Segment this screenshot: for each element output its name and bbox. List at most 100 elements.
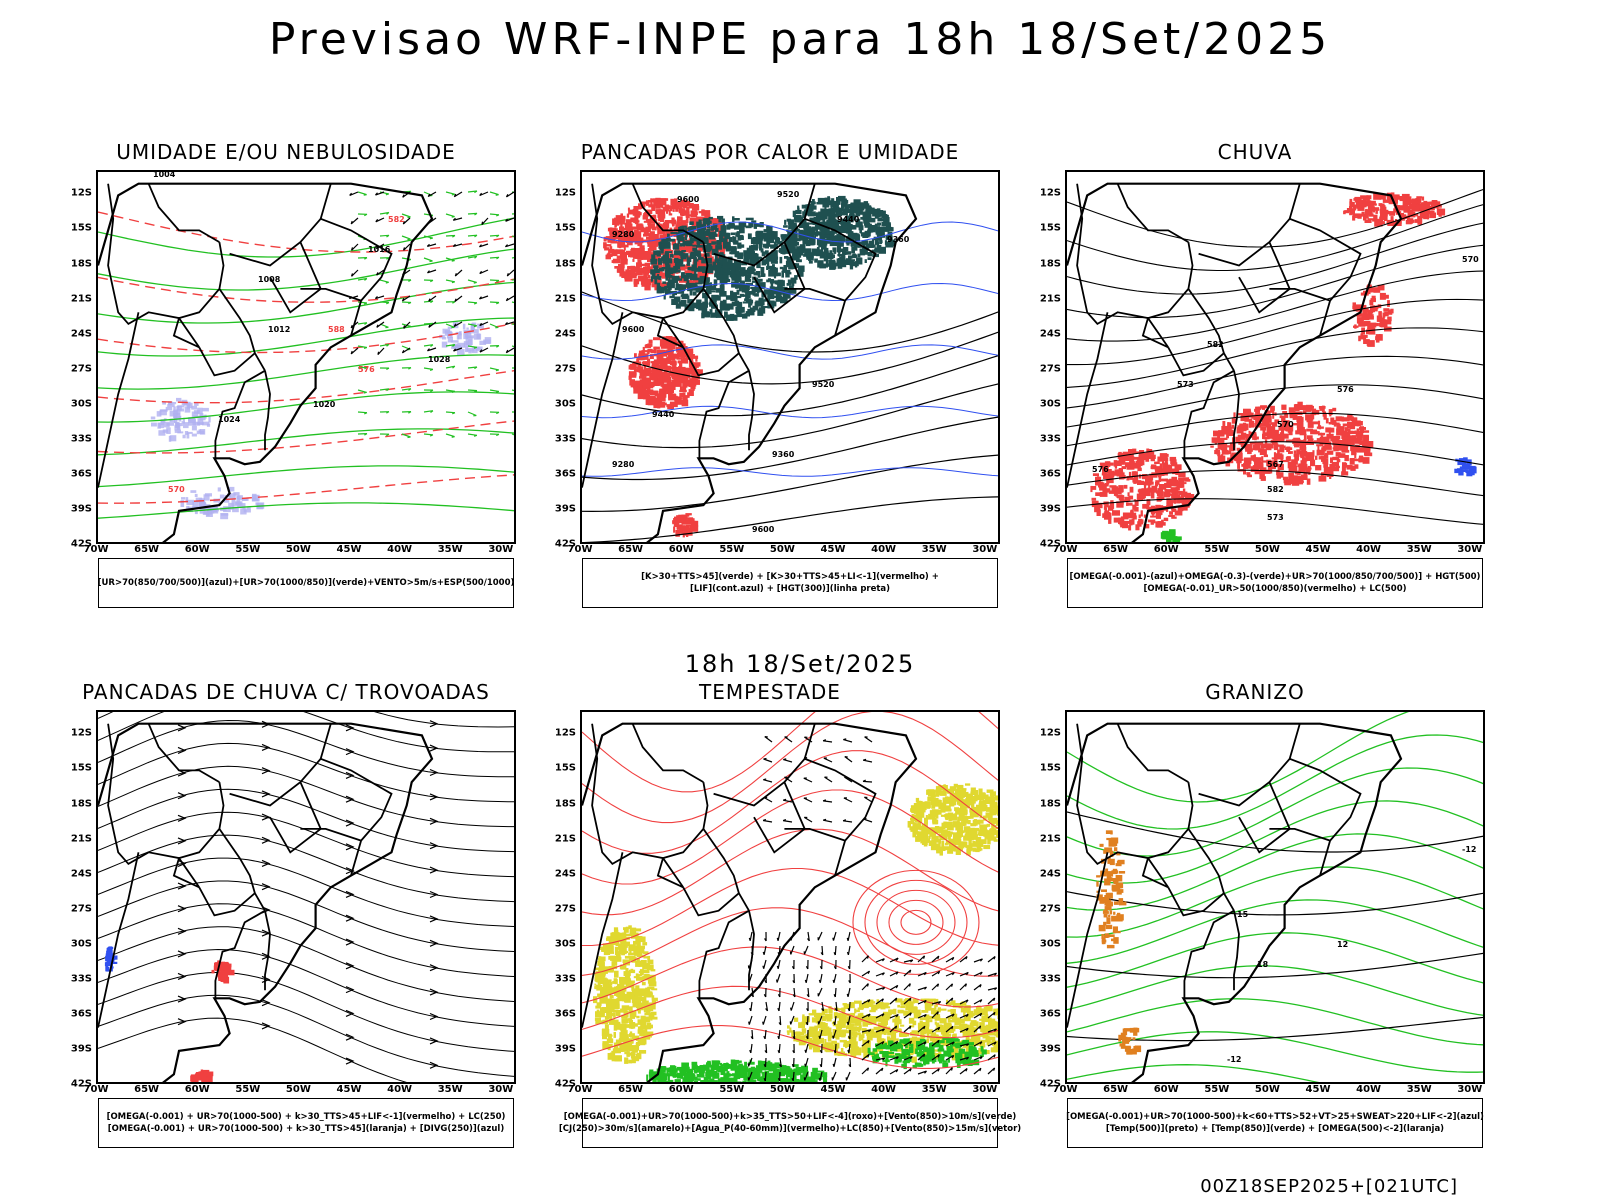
- field-cell: [1243, 469, 1246, 475]
- field-cell: [849, 231, 854, 238]
- field-cell: [939, 1018, 947, 1024]
- field-cell: [763, 289, 771, 295]
- field-cell: [1357, 441, 1361, 444]
- field-cell: [742, 301, 750, 304]
- field-cell: [1350, 201, 1355, 208]
- wind-vector-head: [402, 221, 405, 225]
- field-cell: [786, 218, 792, 222]
- field-cell: [1379, 321, 1385, 328]
- field-cell: [202, 407, 209, 412]
- field-cell: [710, 290, 716, 293]
- streamline-arrow: [177, 837, 187, 845]
- field-cell: [1412, 201, 1416, 205]
- panel-pancadas-calor: PANCADAS POR CALOR E UMIDADE 12S 15S 18S 21S…: [540, 140, 1000, 610]
- field-cell: [650, 276, 654, 282]
- field-cell: [964, 809, 968, 815]
- wind-vector: [445, 257, 455, 262]
- wind-vector-head: [430, 344, 434, 348]
- field-cell: [169, 435, 177, 442]
- field-cell: [655, 203, 661, 209]
- latitude-axis: 12S 15S 18S 21S 24S 27S 30S 33S 36S 39S 42S: [56, 710, 96, 1090]
- field-cell: [664, 223, 670, 227]
- field-cell: [682, 395, 690, 398]
- wind-vector-head: [452, 243, 456, 247]
- field-cell: [849, 262, 854, 270]
- field-cell: [1136, 460, 1143, 467]
- latitude-tick-label: 42S: [70, 538, 92, 550]
- field-cell: [1169, 530, 1175, 534]
- field-cell: [851, 254, 858, 258]
- field-cell: [1357, 213, 1363, 217]
- field-cell: [606, 253, 613, 258]
- field-cell: [911, 806, 915, 811]
- field-cell: [1174, 510, 1183, 516]
- field-cell: [619, 249, 625, 257]
- field-cell: [618, 241, 622, 249]
- country-border: [1183, 369, 1235, 459]
- field-cell: [829, 256, 833, 260]
- field-cell: [636, 262, 642, 268]
- field-cell: [643, 361, 651, 366]
- field-cell: [660, 360, 668, 366]
- field-cell: [722, 257, 726, 265]
- field-cell: [689, 267, 692, 270]
- field-cell: [1174, 536, 1182, 541]
- field-cell: [852, 1017, 860, 1024]
- wind-vector: [379, 234, 390, 237]
- field-cell: [465, 336, 473, 341]
- field-cell: [1148, 454, 1156, 459]
- field-cell: [831, 198, 835, 204]
- field-cell: [673, 291, 677, 296]
- latitude-tick-label: 12S: [70, 187, 92, 199]
- field-cell: [679, 525, 686, 530]
- field-cell: [785, 272, 790, 278]
- field-cell: [946, 821, 953, 828]
- field-cell: [854, 246, 858, 251]
- wind-vector-head: [452, 412, 456, 415]
- field-cell: [789, 285, 794, 290]
- field-cell: [682, 380, 688, 388]
- field-cell: [711, 231, 717, 235]
- field-cell: [222, 964, 230, 971]
- field-cell: [934, 826, 940, 832]
- longitude-tick-label: 55W: [235, 1084, 261, 1095]
- field-cell: [1171, 507, 1174, 511]
- field-cell: [864, 249, 868, 255]
- field-cell: [1150, 515, 1158, 518]
- field-cell: [876, 244, 882, 249]
- field-cell: [625, 231, 630, 237]
- field-cell: [624, 223, 633, 231]
- field-cell: [675, 278, 678, 284]
- field-cell: [1351, 435, 1357, 439]
- field-cell: [1104, 464, 1108, 468]
- field-cell: [834, 241, 839, 246]
- field-cell: [722, 221, 725, 226]
- field-cell: [746, 247, 753, 254]
- streamline-arrow: [429, 890, 439, 899]
- field-cell: [1236, 458, 1242, 464]
- field-cell: [1367, 312, 1373, 315]
- field-cell: [995, 795, 998, 799]
- streamline: [98, 926, 514, 1002]
- field-cell: [654, 353, 659, 357]
- field-cell: [1458, 469, 1464, 476]
- field-cell: [838, 195, 846, 202]
- field-cell: [1396, 197, 1403, 200]
- contour-label: 9440: [652, 410, 675, 419]
- contour-line: [1067, 270, 1483, 342]
- field-cell: [842, 247, 848, 250]
- legend-line: [K>30+TTS>45](verde) + [K>30+TTS>45+LI<-…: [641, 572, 939, 582]
- legend-box: [UR>70(850/700/500)](azul)+[UR>70(1000/8…: [98, 558, 514, 608]
- wind-vector: [467, 234, 478, 237]
- field-cell: [696, 221, 701, 228]
- wind-vector-head: [479, 270, 483, 275]
- field-cell: [702, 218, 707, 225]
- field-cell: [603, 242, 607, 249]
- field-cell: [1240, 415, 1249, 422]
- field-cell: [667, 279, 675, 284]
- field-cell: [473, 333, 482, 340]
- field-cell: [658, 381, 665, 385]
- field-cell: [802, 219, 807, 226]
- field-cell: [775, 237, 780, 243]
- streamline-arrow: [177, 905, 187, 913]
